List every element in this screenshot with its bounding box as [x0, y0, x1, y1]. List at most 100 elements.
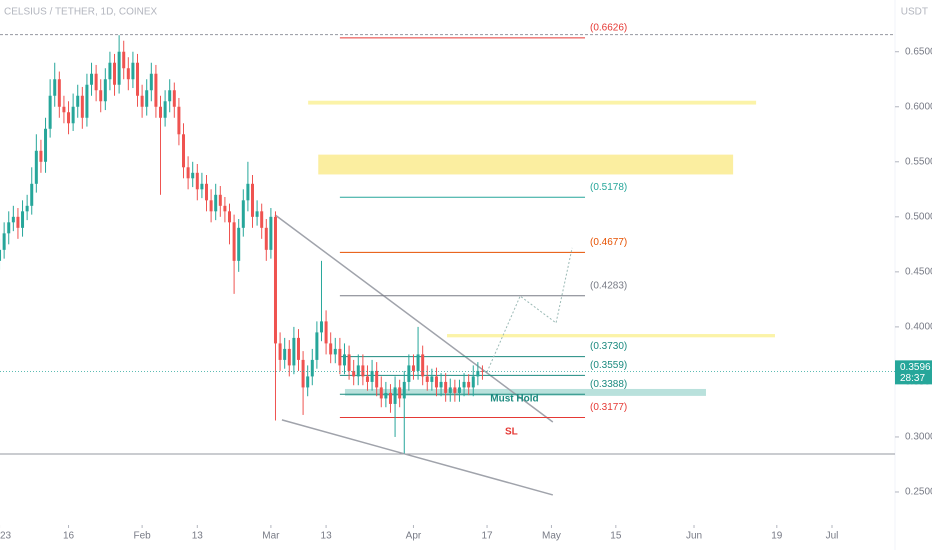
candle-body	[444, 381, 448, 393]
candle-body	[398, 387, 402, 399]
x-tick-label: Feb	[133, 531, 151, 542]
candle-body	[388, 392, 392, 404]
candle-body	[122, 51, 126, 69]
candle-body	[145, 90, 149, 107]
candle-body	[90, 73, 94, 85]
candle-body	[53, 79, 57, 96]
candle-body	[214, 194, 218, 212]
annotation: Must Hold	[490, 394, 538, 405]
annotation: SL	[505, 427, 518, 438]
y-tick-label: 0.2500	[905, 487, 932, 498]
zone	[318, 154, 734, 175]
candle-body	[205, 183, 209, 201]
candle-body	[126, 68, 130, 80]
candle-body	[11, 216, 15, 223]
candle-body	[16, 216, 20, 228]
level-label: (0.3730)	[590, 341, 627, 352]
projection-path	[486, 247, 573, 373]
candle-body	[379, 387, 383, 399]
candle-body	[402, 381, 406, 399]
chart-title: CELSIUS / TETHER, 1D, COINEX	[4, 7, 158, 18]
candle-body	[191, 172, 195, 179]
candle-body	[30, 183, 34, 206]
x-tick-label: 19	[771, 531, 783, 542]
candle-body	[200, 183, 204, 190]
candle-body	[2, 233, 6, 250]
zone	[447, 334, 775, 338]
candle-body	[480, 370, 484, 372]
candle-body	[453, 387, 457, 393]
candle-body	[356, 365, 360, 377]
candle-body	[131, 62, 135, 80]
candle-body	[361, 365, 365, 377]
level-label: (0.3177)	[590, 402, 627, 413]
candle-body	[384, 392, 388, 399]
candle-body	[21, 211, 25, 228]
last-price-label: 0.3596	[900, 362, 931, 373]
candle-body	[347, 354, 351, 371]
candle-body	[411, 365, 415, 371]
level-label: (0.3559)	[590, 360, 627, 371]
candle-body	[113, 62, 117, 85]
currency-label: USDT	[901, 7, 928, 18]
candle-body	[103, 79, 107, 102]
candle-body	[352, 370, 356, 377]
candle-body	[25, 205, 29, 212]
candle-body	[57, 79, 61, 107]
candle-body	[232, 222, 236, 261]
candle-body	[223, 205, 227, 212]
candle-body	[237, 227, 241, 261]
candle-body	[324, 321, 328, 344]
candle-body	[7, 222, 11, 234]
x-tick-label: 15	[610, 531, 622, 542]
candle-body	[370, 370, 374, 382]
x-tick-label: 23	[0, 531, 12, 542]
candle-body	[457, 387, 461, 393]
candle-body	[421, 354, 425, 377]
candle-body	[365, 376, 369, 382]
x-tick-label: Jul	[826, 531, 839, 542]
level-label: (0.3388)	[590, 379, 627, 390]
candle-body	[255, 211, 259, 217]
candle-body	[163, 101, 167, 118]
candle-body	[448, 387, 452, 393]
candle-body	[329, 343, 333, 355]
x-tick-label: Mar	[262, 531, 280, 542]
candle-body	[154, 73, 158, 107]
trendline	[281, 419, 554, 496]
candle-body	[425, 376, 429, 382]
candle-body	[136, 62, 140, 96]
candle-body	[306, 376, 310, 388]
candle-body	[393, 387, 397, 404]
x-tick-label: Apr	[406, 531, 422, 542]
candle-body	[0, 249, 2, 261]
candle-body	[177, 106, 181, 135]
candle-body	[319, 321, 323, 333]
candle-body	[182, 134, 186, 168]
candle-body	[250, 183, 254, 217]
candle-body	[333, 348, 337, 355]
candle-body	[264, 227, 268, 250]
candle-body	[462, 381, 466, 388]
candle-body	[117, 51, 121, 85]
x-tick-label: 13	[321, 531, 333, 542]
candle-body	[209, 200, 213, 212]
candle-body	[471, 376, 475, 388]
last-price-box	[895, 360, 932, 385]
candle-body	[34, 150, 38, 184]
x-tick-label: 13	[192, 531, 204, 542]
candle-body	[467, 381, 471, 388]
candle-body	[407, 365, 411, 382]
candle-body	[149, 73, 153, 91]
candle-body	[186, 167, 190, 179]
candle-body	[241, 200, 245, 228]
candle-body	[273, 216, 277, 344]
candle-body	[94, 73, 98, 91]
level-label: (0.4283)	[590, 280, 627, 291]
